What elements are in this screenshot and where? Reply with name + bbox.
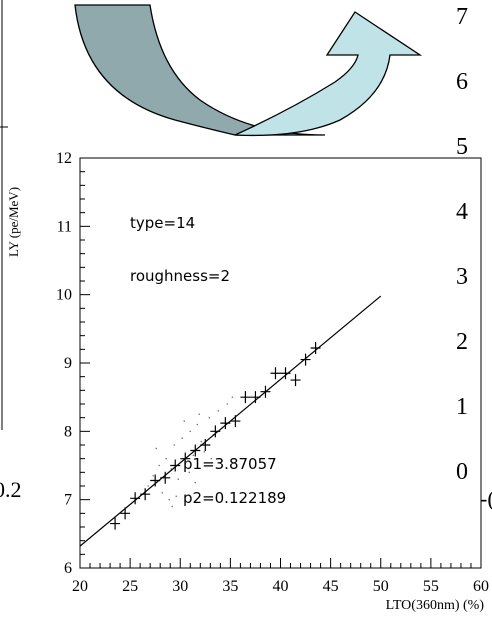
y-tick-label: 6 <box>64 560 72 577</box>
profile-point <box>240 391 251 404</box>
right-axis-label: 5 <box>456 134 468 160</box>
scatter-dot <box>171 505 174 508</box>
x-tick-label: 45 <box>323 578 339 595</box>
scatter-dot <box>200 440 203 443</box>
scatter-dot <box>231 396 234 398</box>
clipped-label: 0.2 <box>0 477 22 502</box>
profile-point <box>130 492 141 505</box>
right-axis-label: 3 <box>456 264 468 290</box>
annotation: p2=0.122189 <box>183 489 286 507</box>
scatter-dot <box>158 464 160 467</box>
x-tick-label: 60 <box>473 578 489 595</box>
scatter-dot <box>192 454 195 457</box>
scatter-dot <box>177 478 180 480</box>
x-tick-label: 20 <box>72 578 88 595</box>
annotation: roughness=2 <box>130 267 230 285</box>
x-tick-label: 55 <box>423 578 439 595</box>
scatter-dot <box>165 457 168 460</box>
scatter-dot <box>217 410 220 412</box>
y-tick-label: 12 <box>56 150 72 167</box>
cross <box>130 492 141 505</box>
scatter-dot <box>208 416 211 419</box>
cross <box>290 374 301 387</box>
right-axis-label: 4 <box>456 199 468 225</box>
scatter-dot <box>161 492 164 494</box>
scatter-dot <box>168 498 171 501</box>
x-tick-label: 40 <box>273 578 289 595</box>
scatter-dot <box>155 447 157 450</box>
x-axis-title: LTO(360nm) (%) <box>386 598 485 613</box>
scatter-dot <box>147 485 149 487</box>
profile-point <box>270 367 281 380</box>
cross <box>240 391 251 404</box>
scatter-dot <box>188 471 191 474</box>
annotation: p1=3.87057 <box>183 455 277 473</box>
clipped-label: -( <box>480 486 492 511</box>
cross <box>270 367 281 380</box>
scatter-dot <box>194 481 197 484</box>
arrow-left <box>74 4 326 136</box>
profile-point <box>170 459 181 472</box>
scatter-dot <box>198 413 201 416</box>
x-tick-label: 50 <box>373 578 389 595</box>
cross <box>170 459 181 472</box>
scatter-dot <box>210 457 213 460</box>
y-tick-label: 11 <box>57 218 72 235</box>
x-tick-label: 35 <box>222 578 238 595</box>
x-tick-label: 25 <box>122 578 138 595</box>
scatter-dot <box>189 430 192 433</box>
scatter-dot <box>203 451 206 453</box>
y-axis-title: LY (pe/MeV) <box>6 187 21 257</box>
y-tick-label: 9 <box>64 355 72 372</box>
scatter-dot <box>173 444 176 446</box>
right-axis-label: 1 <box>456 394 468 420</box>
y-tick-label: 7 <box>64 492 72 509</box>
scatter-dot <box>183 420 186 422</box>
cross <box>110 517 121 530</box>
fit-line <box>79 295 382 547</box>
scatter-dot <box>226 403 229 405</box>
scatter-dot <box>152 474 154 477</box>
cross <box>300 353 311 366</box>
right-axis-label: 2 <box>456 329 468 355</box>
arrow-right <box>234 11 423 137</box>
annotation: type=14 <box>130 214 195 232</box>
profile-point <box>300 353 311 366</box>
cross <box>280 367 291 380</box>
x-tick-label: 30 <box>172 578 188 595</box>
right-axis-label: 6 <box>456 69 468 95</box>
right-axis-label: 7 <box>456 4 468 30</box>
y-tick-label: 8 <box>64 423 72 440</box>
right-axis-label: 0 <box>456 459 468 485</box>
scatter-dot <box>185 461 188 463</box>
scatter-dot <box>196 423 199 426</box>
profile-point <box>280 367 291 380</box>
scatter-dot <box>181 437 184 439</box>
profile-point <box>290 374 301 387</box>
profile-point <box>110 517 121 530</box>
scatter-dot <box>175 495 178 498</box>
y-tick-label: 10 <box>56 287 72 304</box>
